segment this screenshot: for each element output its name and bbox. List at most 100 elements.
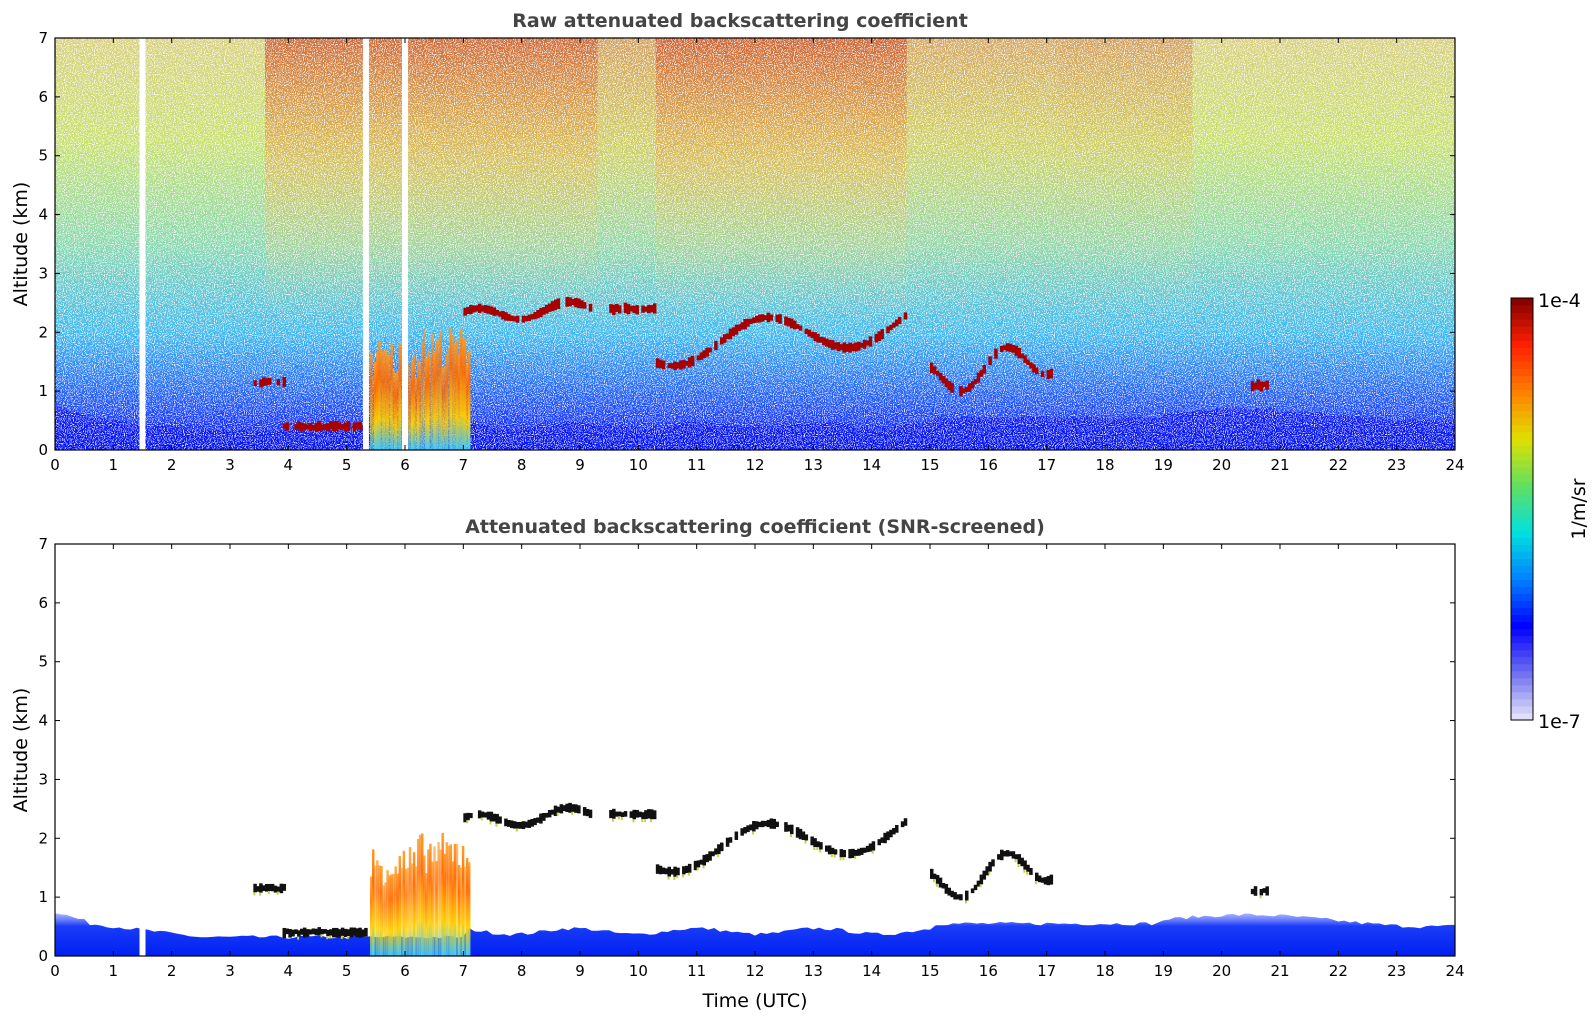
cloud-segment	[647, 304, 651, 314]
cloud-segment	[740, 322, 744, 330]
cloud-segment	[827, 845, 832, 855]
cloud-segment	[1250, 381, 1255, 392]
cloud-segment	[743, 319, 747, 330]
cloud-segment	[314, 928, 319, 936]
cloud-segment	[661, 360, 666, 369]
precipitation-column	[380, 866, 383, 956]
precipitation-column	[447, 347, 451, 450]
y-tick-label: 5	[38, 147, 48, 165]
precipitation-column	[394, 373, 397, 450]
cloud-segment	[647, 809, 651, 819]
cloud-segment	[953, 892, 957, 900]
cloud-segment	[623, 811, 628, 817]
precipitation-column	[449, 328, 453, 450]
x-tick-label: 1	[109, 456, 119, 474]
x-tick-label: 8	[517, 962, 527, 980]
cloud-segment	[297, 421, 301, 430]
cloud-segment	[1046, 876, 1051, 886]
colorbar-step	[1511, 403, 1533, 412]
cloud-segment	[510, 820, 514, 829]
cloud-segment	[854, 342, 858, 352]
cloud-edge	[297, 936, 300, 940]
y-tick-label: 2	[38, 829, 48, 847]
cloud-segment	[495, 309, 499, 316]
cloud-edge	[259, 892, 262, 896]
cloud-segment	[545, 304, 549, 314]
cloud-segment	[720, 842, 724, 852]
colorbar-step	[1511, 621, 1533, 630]
colorbar-step	[1511, 480, 1533, 489]
cloud-segment	[463, 813, 467, 823]
x-tick-label: 3	[225, 456, 235, 474]
cloud-segment	[862, 339, 867, 349]
cloud-segment	[1265, 886, 1269, 896]
cloud-segment	[641, 812, 645, 820]
cloud-edge	[1014, 859, 1017, 863]
y-tick-label: 5	[38, 653, 48, 671]
cloud-segment	[784, 316, 788, 326]
cloud-segment	[932, 366, 937, 375]
cloud-segment	[276, 886, 281, 892]
cloud-segment	[676, 362, 680, 369]
cloud-segment	[679, 360, 683, 370]
colorbar-min-label: 1e-7	[1538, 711, 1581, 733]
cloud-segment	[877, 331, 882, 342]
cloud-segment	[536, 817, 540, 823]
cloud-segment	[492, 813, 497, 822]
cloud-segment	[574, 804, 578, 813]
cloud-segment	[495, 813, 499, 824]
cloud-segment	[1005, 343, 1010, 352]
precipitation-column	[398, 856, 402, 956]
x-axis-label: Time (UTC)	[701, 990, 807, 1012]
y-tick-label: 0	[38, 947, 48, 965]
cloud-segment	[626, 304, 631, 315]
cloud-segment	[778, 314, 782, 324]
cloud-segment	[787, 317, 791, 327]
cloud-edge	[556, 812, 559, 816]
colorbar-step	[1511, 558, 1533, 566]
cloud-segment	[702, 854, 707, 866]
cloud-segment	[355, 422, 359, 430]
cloud-segment	[652, 810, 657, 820]
precipitation-column	[400, 867, 404, 956]
cloud-segment	[880, 329, 884, 340]
precipitation-column	[416, 358, 420, 450]
cloud-segment	[889, 324, 893, 331]
precipitation-column	[437, 841, 440, 956]
cloud-segment	[265, 884, 269, 892]
cloud-segment	[1259, 888, 1264, 896]
cloud-edge	[326, 936, 329, 940]
cloud-segment	[769, 314, 774, 321]
cloud-segment	[489, 306, 494, 315]
cloud-segment	[865, 845, 870, 853]
cloud-edge	[571, 811, 574, 815]
colorbar-step	[1511, 459, 1533, 468]
cloud-segment	[970, 381, 975, 389]
colorbar-gradient	[1511, 298, 1533, 721]
cloud-segment	[1046, 370, 1051, 380]
y-tick-label: 3	[38, 770, 48, 788]
precipitation-column	[388, 355, 391, 450]
y-tick-label: 6	[38, 594, 48, 612]
cloud-segment	[588, 809, 593, 818]
colorbar-step	[1511, 551, 1533, 559]
cloud-segment	[358, 927, 362, 938]
y-tick-label: 2	[38, 323, 48, 341]
precipitation-column	[429, 356, 432, 450]
precipitation-column	[461, 845, 465, 956]
precipitation-column	[447, 845, 451, 956]
y-tick-label: 7	[38, 535, 48, 553]
cloud-segment	[851, 343, 855, 352]
cloud-segment	[340, 423, 345, 430]
cloud-segment	[746, 318, 750, 327]
colorbar-step	[1511, 677, 1533, 686]
colorbar-step	[1511, 516, 1533, 524]
precipitation-column	[437, 339, 440, 450]
cloud-segment	[1017, 347, 1022, 359]
cloud-segment	[282, 927, 287, 939]
cloud-segment	[760, 314, 765, 322]
cloud-segment	[658, 359, 663, 369]
precipitation-column	[431, 861, 434, 956]
cloud-edge	[644, 819, 647, 823]
